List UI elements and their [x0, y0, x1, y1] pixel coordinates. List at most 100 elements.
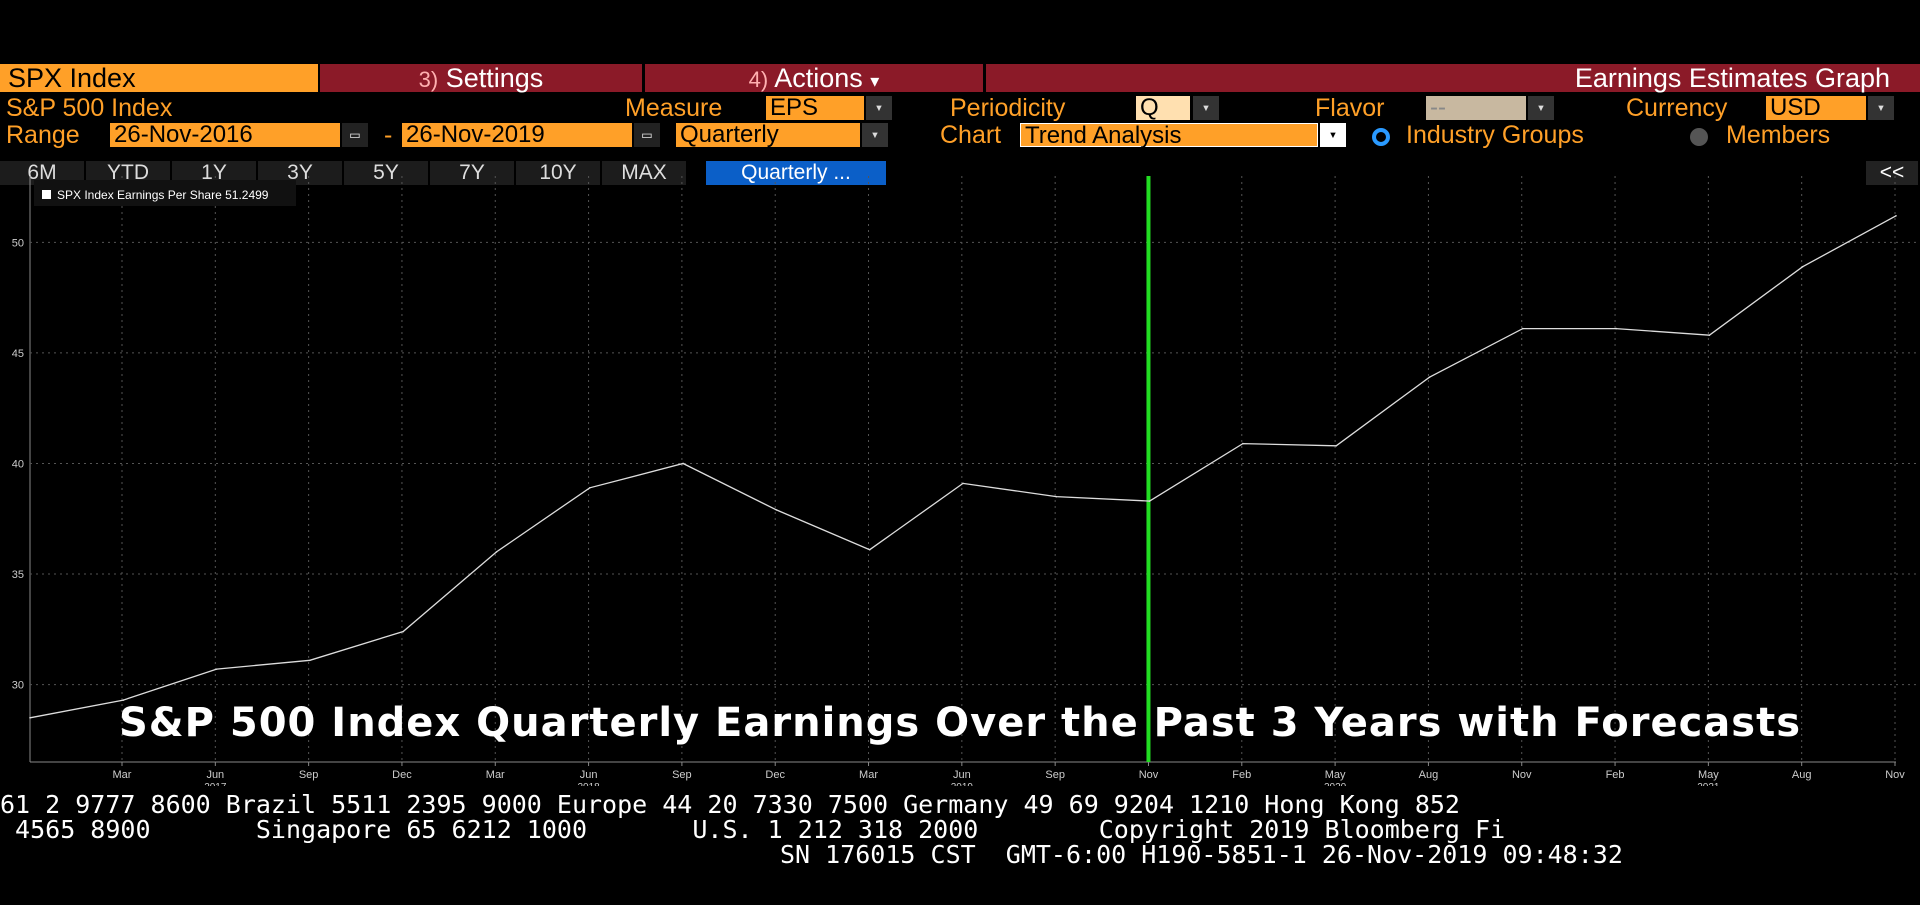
radio-unselected-icon[interactable] [1690, 128, 1708, 146]
chart-type-field[interactable]: Trend Analysis [1020, 123, 1318, 148]
frequency-field[interactable]: Quarterly [676, 123, 860, 147]
data-point [1242, 442, 1244, 445]
currency-dropdown-icon[interactable]: ▾ [1868, 96, 1894, 120]
x-year-label: 2017 [204, 782, 227, 786]
y-tick-label: 50 [12, 237, 24, 249]
data-point [962, 482, 964, 485]
x-tick-label: Jun [953, 769, 971, 781]
chart-type-dropdown-icon[interactable]: ▾ [1320, 123, 1346, 147]
x-tick-label: Jun [206, 769, 224, 781]
measure-dropdown-icon[interactable]: ▾ [866, 96, 892, 120]
range-button-max[interactable]: MAX [602, 161, 688, 185]
data-point [1055, 495, 1058, 498]
periodicity-dropdown-icon[interactable]: ▾ [1193, 96, 1219, 120]
actions-button[interactable]: 4) Actions ▾ [645, 64, 983, 92]
footer-line-1: 61 2 9777 8600 Brazil 5511 2395 9000 Eur… [0, 790, 1460, 819]
earnings-chart: 3035404550MarJun2017SepDecMarJun2018SepD… [12, 176, 1920, 786]
range-button-5y[interactable]: 5Y [344, 161, 430, 185]
x-tick-label: Nov [1885, 769, 1905, 781]
footer-line-3: SN 176015 CST GMT-6:00 H190-5851-1 26-No… [780, 840, 1623, 869]
y-tick-label: 40 [12, 458, 24, 470]
data-point [122, 699, 125, 701]
data-point [29, 716, 31, 719]
calendar-icon[interactable]: ▭ [634, 123, 660, 147]
range-start-field[interactable]: 26-Nov-2016 [110, 123, 340, 147]
measure-label: Measure [625, 94, 723, 122]
range-separator: - [384, 121, 393, 149]
data-point [1148, 500, 1151, 502]
data-point [309, 659, 311, 662]
currency-field[interactable]: USD [1766, 96, 1866, 120]
x-tick-label: Sep [1045, 769, 1065, 781]
ticker-field[interactable]: SPX Index [0, 64, 318, 92]
calendar-icon[interactable]: ▭ [342, 123, 368, 147]
range-button-10y[interactable]: 10Y [516, 161, 602, 185]
index-name: S&P 500 Index [6, 94, 173, 122]
industry-groups-label: Industry Groups [1406, 121, 1584, 149]
collapse-button[interactable]: << [1866, 161, 1920, 185]
x-year-label: 2021 [1697, 782, 1720, 786]
actions-label: Actions [774, 63, 863, 93]
flavor-dropdown-icon[interactable]: ▾ [1528, 96, 1554, 120]
x-tick-label: Nov [1512, 769, 1532, 781]
data-point [775, 509, 778, 511]
x-tick-label: Dec [765, 769, 785, 781]
tab-quarterly[interactable]: Quarterly ... [706, 161, 888, 185]
data-point [495, 551, 498, 553]
x-tick-label: Sep [299, 769, 319, 781]
data-point [682, 462, 684, 465]
overlay-caption: S&P 500 Index Quarterly Earnings Over th… [118, 700, 1802, 746]
currency-label: Currency [1626, 94, 1728, 122]
chevron-down-icon: ▾ [870, 71, 880, 91]
actions-number: 4) [748, 67, 769, 92]
y-tick-label: 35 [12, 569, 24, 581]
flavor-field[interactable]: -- [1426, 96, 1526, 120]
data-point [1801, 265, 1804, 268]
members-label: Members [1726, 121, 1831, 149]
legend-label: SPX Index Earnings Per Share 51.2499 [57, 188, 269, 202]
x-tick-label: Dec [392, 769, 412, 781]
x-tick-label: Feb [1606, 769, 1625, 781]
data-point [1522, 327, 1524, 330]
range-label: Range [6, 121, 80, 149]
flavor-label: Flavor [1315, 94, 1385, 122]
chart-label: Chart [940, 121, 1002, 149]
x-tick-label: Mar [486, 769, 505, 781]
page-title: Earnings Estimates Graph [986, 64, 1920, 92]
legend-swatch [42, 190, 51, 199]
x-tick-label: May [1698, 769, 1719, 781]
data-point [1895, 215, 1897, 217]
x-tick-label: Aug [1792, 769, 1812, 781]
x-year-label: 2018 [577, 782, 600, 786]
x-tick-label: Mar [859, 769, 878, 781]
x-tick-label: Nov [1139, 769, 1159, 781]
footer-line-2: 4565 8900 Singapore 65 6212 1000 U.S. 1 … [0, 815, 1506, 844]
data-point [868, 548, 871, 551]
ticker-label: SPX Index [8, 63, 136, 93]
periodicity-label: Periodicity [950, 94, 1066, 122]
x-tick-label: Mar [113, 769, 132, 781]
x-year-label: 2019 [951, 782, 974, 786]
range-end-field[interactable]: 26-Nov-2019 [402, 123, 632, 147]
frequency-dropdown-icon[interactable]: ▾ [862, 123, 888, 147]
x-year-label: 2020 [1324, 782, 1347, 786]
data-point [215, 668, 218, 670]
x-tick-label: Aug [1419, 769, 1439, 781]
settings-button[interactable]: 3) Settings [320, 64, 642, 92]
legend-box [34, 180, 296, 206]
y-tick-label: 45 [12, 348, 24, 360]
x-tick-label: Feb [1232, 769, 1251, 781]
settings-number: 3) [418, 67, 439, 92]
data-point [1615, 327, 1617, 330]
data-point [589, 486, 591, 489]
data-point [402, 630, 405, 633]
range-button-7y[interactable]: 7Y [430, 161, 516, 185]
y-tick-label: 30 [12, 680, 24, 692]
settings-label: Settings [445, 63, 544, 93]
eps-series-line [29, 215, 1897, 719]
measure-field[interactable]: EPS [766, 96, 864, 120]
radio-selected-icon[interactable] [1372, 128, 1390, 146]
x-tick-label: Sep [672, 769, 692, 781]
periodicity-field[interactable]: Q [1136, 96, 1190, 120]
x-tick-label: May [1325, 769, 1346, 781]
